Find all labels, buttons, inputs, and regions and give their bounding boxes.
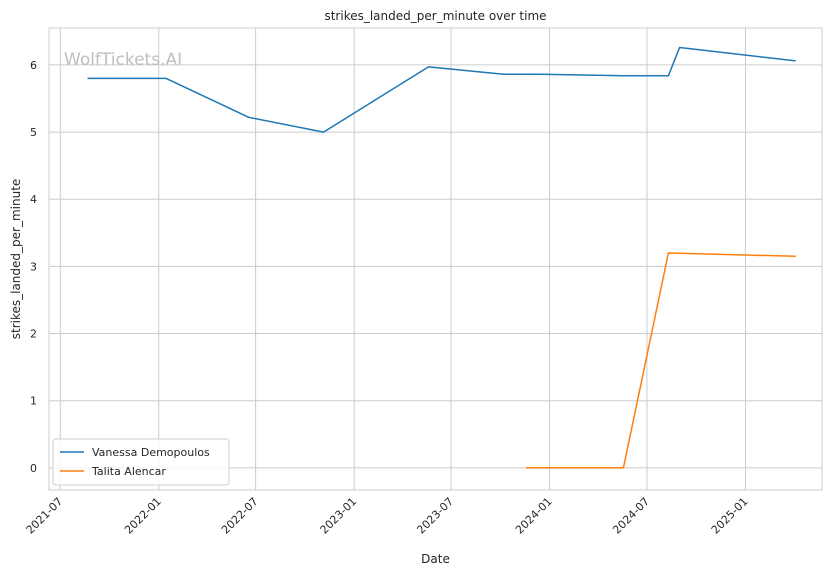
- y-tick-label: 5: [30, 126, 37, 139]
- y-tick-label: 6: [30, 59, 37, 72]
- y-axis-label: strikes_landed_per_minute: [9, 179, 23, 340]
- legend-box: [52, 438, 230, 486]
- y-tick-label: 2: [30, 328, 37, 341]
- plot-frame: [48, 27, 823, 491]
- series-line-vanessa-demopoulos: [87, 46, 796, 133]
- chart-title: strikes_landed_per_minute over time: [324, 9, 546, 23]
- y-tick-label: 1: [30, 395, 37, 408]
- y-tick-label: 3: [30, 260, 37, 273]
- series-layer: [87, 46, 796, 469]
- grid: [49, 28, 822, 490]
- legend-label-talita-alencar: Talita Alencar: [91, 465, 166, 478]
- watermark: WolfTickets.AI: [64, 50, 182, 70]
- legend: Vanessa Demopoulos Talita Alencar: [52, 438, 230, 486]
- y-tick-label: 4: [30, 193, 37, 206]
- series-line-talita-alencar: [526, 252, 796, 469]
- y-axis-ticks: 0 1 2 3 4 5 6: [30, 59, 37, 475]
- y-tick-label: 0: [30, 462, 37, 475]
- x-axis-label: Date: [421, 552, 450, 566]
- legend-label-vanessa-demopoulos: Vanessa Demopoulos: [92, 446, 210, 459]
